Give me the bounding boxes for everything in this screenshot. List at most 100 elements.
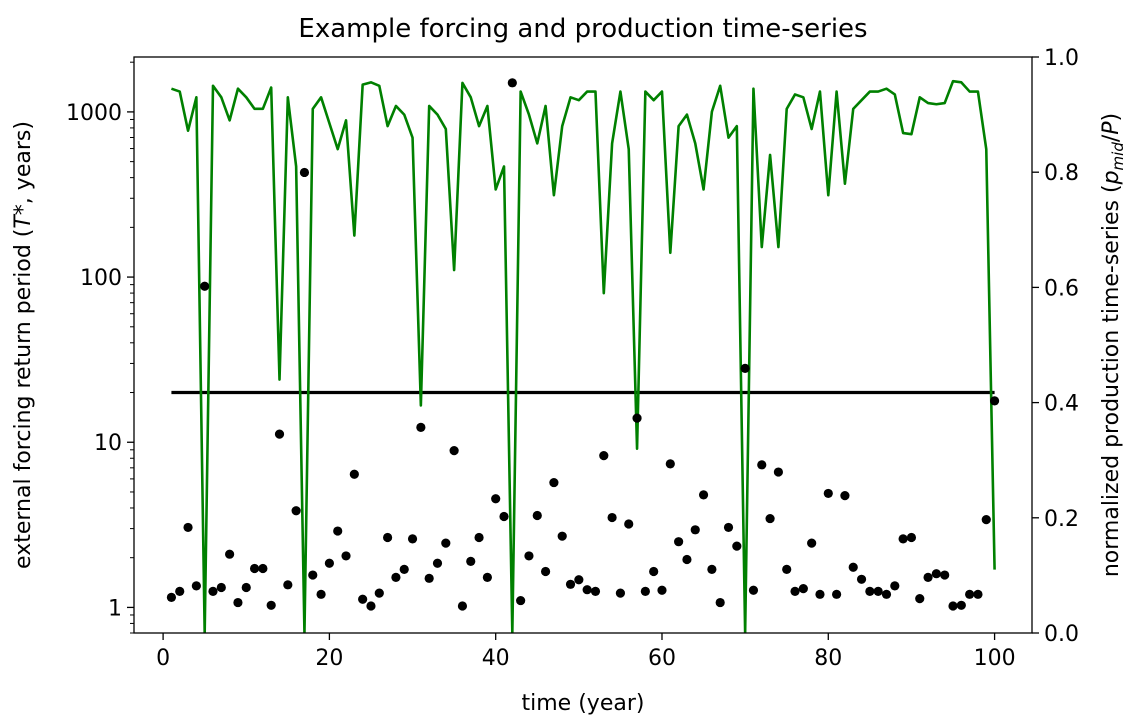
y-right-tick-label: 0.2 xyxy=(1044,507,1079,532)
forcing-point xyxy=(540,566,551,577)
forcing-point xyxy=(474,532,484,543)
forcing-point xyxy=(457,601,468,611)
forcing-point xyxy=(807,538,817,548)
y-axis-left: 1 10 100 1000 xyxy=(66,61,134,634)
forcing-point xyxy=(507,78,517,88)
forcing-point xyxy=(407,534,418,544)
forcing-point xyxy=(981,515,991,525)
forcing-point xyxy=(283,580,293,590)
forcing-point xyxy=(299,167,310,178)
x-tick-label: 0 xyxy=(156,646,170,671)
x-tick-label: 100 xyxy=(974,646,1016,671)
forcing-point xyxy=(848,562,858,572)
forcing-point xyxy=(225,549,235,559)
forcing-point xyxy=(898,534,908,544)
forcing-point xyxy=(366,601,376,611)
forcing-point xyxy=(965,589,975,599)
forcing-point xyxy=(324,558,334,568)
forcing-point xyxy=(308,570,318,580)
forcing-point xyxy=(773,467,783,477)
forcing-point xyxy=(241,582,251,593)
forcing-point xyxy=(208,586,218,597)
forcing-point xyxy=(973,589,983,599)
forcing-point xyxy=(532,510,542,521)
forcing-point xyxy=(216,582,226,593)
forcing-point xyxy=(316,589,326,599)
forcing-point xyxy=(632,413,642,423)
forcing-point xyxy=(499,511,509,522)
forcing-point xyxy=(383,532,393,543)
forcing-point xyxy=(790,586,800,597)
forcing-point xyxy=(374,588,384,598)
forcing-point xyxy=(391,572,401,582)
y-axis-right-label-slash: / xyxy=(1099,134,1124,142)
forcing-point xyxy=(432,558,443,568)
y-axis-right-label-P: P xyxy=(1099,121,1124,135)
forcing-point xyxy=(940,570,950,580)
forcing-point xyxy=(915,594,925,604)
y-left-tick-label: 1 xyxy=(108,596,122,621)
forcing-point xyxy=(948,601,958,611)
forcing-point xyxy=(524,551,534,561)
forcing-point xyxy=(640,586,650,597)
y-right-tick-label: 0.8 xyxy=(1044,161,1079,186)
forcing-point xyxy=(333,526,343,536)
forcing-point xyxy=(599,451,609,461)
forcing-point xyxy=(890,581,900,591)
forcing-point xyxy=(865,586,875,597)
forcing-point xyxy=(449,446,459,456)
x-tick-label: 60 xyxy=(648,646,676,671)
forcing-point xyxy=(873,586,883,597)
forcing-point xyxy=(466,556,476,566)
forcing-point xyxy=(757,460,767,470)
forcing-point xyxy=(516,595,526,606)
forcing-point xyxy=(657,585,667,595)
x-tick-label: 40 xyxy=(482,646,510,671)
y-axis-right-label: normalized production time-series (pmid/… xyxy=(1099,113,1127,577)
y-axis-left-label-star: * xyxy=(11,204,36,215)
y-axis-left-label-unit: , years) xyxy=(11,121,36,204)
forcing-point xyxy=(748,585,759,595)
forcing-point xyxy=(258,563,268,574)
forcing-point xyxy=(266,600,276,610)
forcing-point xyxy=(557,531,567,541)
forcing-point xyxy=(823,488,833,499)
forcing-point xyxy=(582,585,592,595)
forcing-point xyxy=(183,522,193,533)
forcing-point xyxy=(349,469,359,479)
forcing-point xyxy=(740,363,750,373)
forcing-point xyxy=(989,396,1000,406)
forcing-point xyxy=(200,281,210,291)
forcing-point xyxy=(549,477,559,488)
forcing-point xyxy=(832,589,842,599)
forcing-point xyxy=(482,572,492,582)
y-right-tick-label: 1.0 xyxy=(1044,46,1079,71)
y-left-tick-label: 10 xyxy=(94,431,122,456)
forcing-point xyxy=(798,583,808,594)
forcing-point xyxy=(274,429,285,439)
y-axis-right-label-sub: mid xyxy=(1109,142,1127,171)
x-axis-label: time (year) xyxy=(522,691,645,716)
forcing-point xyxy=(399,564,409,574)
forcing-point xyxy=(191,581,201,591)
forcing-point xyxy=(233,597,243,608)
forcing-point xyxy=(574,575,584,585)
forcing-point xyxy=(341,551,351,561)
forcing-point xyxy=(707,564,717,574)
forcing-point xyxy=(856,574,867,584)
forcing-point xyxy=(682,554,692,565)
forcing-point xyxy=(166,592,177,602)
forcing-point xyxy=(840,491,850,501)
forcing-point xyxy=(424,573,434,583)
forcing-point xyxy=(674,537,684,547)
y-axis-right: 0.0 0.2 0.4 0.6 0.8 1.0 xyxy=(1032,46,1079,647)
forcing-point xyxy=(358,594,368,604)
x-tick-label: 80 xyxy=(814,646,842,671)
forcing-point xyxy=(956,600,966,610)
forcing-point xyxy=(491,494,501,504)
y-axis-right-label-close: ) xyxy=(1099,113,1124,122)
forcing-point xyxy=(665,459,675,469)
forcing-point xyxy=(815,589,825,599)
forcing-point xyxy=(881,589,892,599)
forcing-point xyxy=(565,579,576,589)
